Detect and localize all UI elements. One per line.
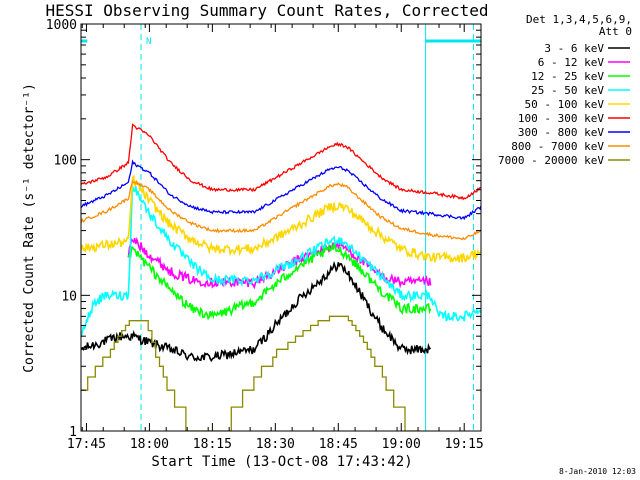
axes-layer: 17:45 18:00 18:15 18:30 18:45 19:00 19:15 1 10 10… (46, 18, 484, 452)
legend-entry-label: 50 - 100 keV (525, 98, 605, 111)
legend-header-line: Det 1,3,4,5,6,9, (526, 13, 632, 26)
x-tick-label: 17:45 (67, 437, 106, 452)
x-tick-label: 18:30 (256, 437, 295, 452)
series-line-3 (127, 242, 432, 321)
legend-entry-label: 300 - 800 keV (518, 126, 604, 139)
legend-entry-label: 7000 - 20000 keV (498, 154, 604, 167)
legend-entry-label: 6 - 12 keV (538, 56, 605, 69)
x-tick-label: 19:00 (382, 437, 421, 452)
legend-entry-label: 25 - 50 keV (531, 84, 604, 97)
legend-entry-label: 12 - 25 keV (531, 70, 604, 83)
y-tick-label: 100 (54, 154, 77, 169)
legend-entry-label: 100 - 300 keV (518, 112, 604, 125)
legend-header-line: Att 0 (599, 25, 632, 38)
series-line-4 (81, 186, 481, 337)
series-layer (81, 123, 481, 431)
series-line-6 (81, 123, 481, 201)
y-tick-label: 1 (69, 425, 77, 440)
series-line-5 (81, 174, 481, 264)
series-line-8 (81, 180, 481, 241)
night-label: N (146, 37, 151, 47)
x-axis-label: Start Time (13-Oct-08 17:43:42) (151, 454, 412, 470)
annotations-layer: N (80, 24, 481, 431)
x-tick-label: 18:45 (319, 437, 358, 452)
series-line-9 (81, 315, 421, 431)
y-tick-label: 10 (61, 289, 77, 304)
x-tick-label: 19:15 (445, 437, 484, 452)
legend-entry-label: 800 - 7000 keV (511, 140, 604, 153)
series-line-1 (81, 260, 432, 363)
y-tick-label: 1000 (46, 18, 77, 33)
x-tick-label: 18:00 (130, 437, 169, 452)
legend-entry-label: 3 - 6 keV (544, 42, 604, 55)
y-axis-label: Corrected Count Rate (s⁻¹ detector⁻¹) (22, 83, 37, 373)
chart-title: HESSI Observing Summary Count Rates, Cor… (45, 1, 488, 20)
series-line-7 (81, 159, 481, 221)
plot-frame (80, 23, 482, 432)
timestamp-label: 8-Jan-2010 12:03 (559, 467, 636, 476)
x-tick-label: 18:15 (193, 437, 232, 452)
